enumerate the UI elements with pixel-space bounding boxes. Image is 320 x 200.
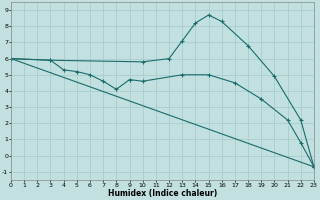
X-axis label: Humidex (Indice chaleur): Humidex (Indice chaleur) xyxy=(108,189,217,198)
